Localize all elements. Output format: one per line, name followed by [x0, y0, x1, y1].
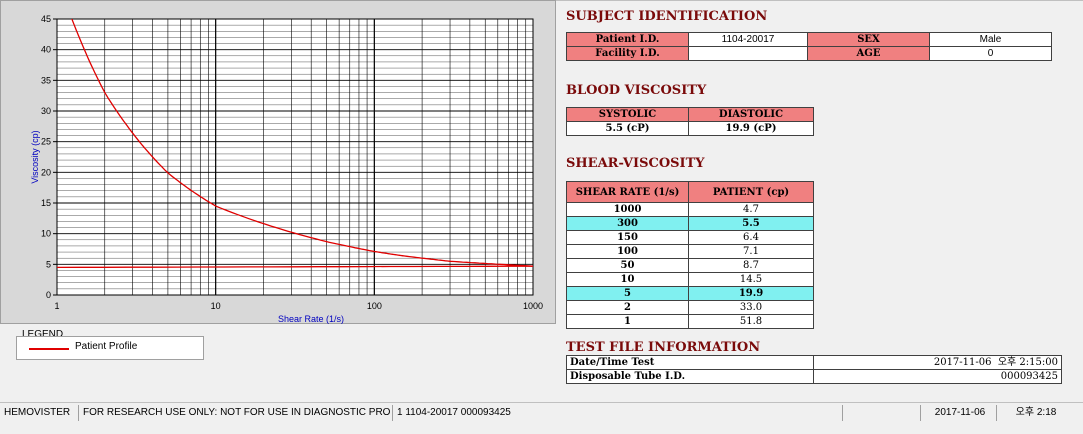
facility-id-label: Facility I.D. — [566, 46, 689, 61]
data-point — [449, 260, 451, 262]
shear-rate-cell: 300 — [566, 216, 689, 231]
shear-rate-cell: 1000 — [566, 202, 689, 217]
shear-row: 300 5.5 — [566, 216, 814, 231]
subject-table: Patient I.D. 1104-20017 SEX Male Facilit… — [566, 32, 1052, 61]
x-tick-label: 1000 — [523, 301, 543, 311]
y-tick-label: 10 — [41, 229, 51, 239]
systolic-value: 5.5 (cP) — [566, 121, 689, 136]
status-record: 1 1104-20017 000093425 — [392, 405, 841, 421]
data-point — [215, 205, 217, 207]
data-point — [57, 266, 58, 268]
shear-rate-cell: 50 — [566, 258, 689, 273]
x-tick-label: 10 — [211, 301, 221, 311]
shear-rate-cell: 10 — [566, 272, 689, 287]
sex-label: SEX — [807, 32, 930, 47]
shear-viscosity-table: SHEAR RATE (1/s) PATIENT (cp) 1000 4.7 300… — [566, 181, 814, 329]
y-tick-label: 5 — [46, 259, 51, 269]
legend-label: Patient Profile — [75, 341, 138, 352]
shear-rate-cell: 5 — [566, 286, 689, 301]
data-point — [401, 255, 403, 257]
shear-row: 100 7.1 — [566, 244, 814, 259]
patient-value-cell: 6.4 — [688, 230, 814, 245]
blood-viscosity-table: SYSTOLIC DIASTOLIC 5.5 (cP) 19.9 (cP) — [566, 107, 814, 136]
y-tick-label: 30 — [41, 106, 51, 116]
data-point — [167, 172, 169, 174]
legend-swatch — [29, 348, 69, 350]
systolic-label: SYSTOLIC — [566, 107, 689, 122]
status-date: 2017-11-06 — [920, 405, 995, 421]
status-bar: HEMOVISTER FOR RESEARCH USE ONLY: NOT FO… — [0, 402, 1083, 423]
blood-viscosity-title: BLOOD VISCOSITY — [566, 83, 707, 98]
patient-id-label: Patient I.D. — [566, 32, 689, 47]
patient-value-cell: 4.7 — [688, 202, 814, 217]
shear-rate-cell: 1 — [566, 314, 689, 329]
test-file-table: Date/Time Test 2017-11-06 오후 2:15:00 Dis… — [566, 355, 1062, 384]
y-tick-label: 0 — [46, 290, 51, 300]
viscosity-chart: 0 5 10 15 20 25 30 35 40 45 1 10 100 1000 Shear Rate (… — [30, 14, 543, 324]
shear-rate-cell: 100 — [566, 244, 689, 259]
patient-value-cell: 19.9 — [688, 286, 814, 301]
status-app-name: HEMOVISTER — [4, 407, 71, 418]
diastolic-value: 19.9 (cP) — [688, 121, 814, 136]
patient-cp-header: PATIENT (cp) — [688, 181, 814, 203]
shear-row: 10 14.5 — [566, 272, 814, 287]
facility-id-value — [688, 46, 808, 61]
y-tick-label: 35 — [41, 75, 51, 85]
viscosity-chart-panel: 0 5 10 15 20 25 30 35 40 45 1 10 100 1000 Shear Rate (… — [0, 0, 556, 324]
shear-row: 50 8.7 — [566, 258, 814, 273]
status-empty — [842, 405, 919, 421]
data-point — [532, 265, 533, 267]
y-axis-label: Viscosity (cp) — [30, 130, 40, 183]
y-tick-label: 40 — [41, 45, 51, 55]
age-value: 0 — [929, 46, 1052, 61]
x-axis-label: Shear Rate (1/s) — [278, 314, 344, 324]
tube-id-label: Disposable Tube I.D. — [566, 369, 814, 384]
datetime-value: 2017-11-06 오후 2:15:00 — [813, 355, 1062, 370]
diastolic-label: DIASTOLIC — [688, 107, 814, 122]
patient-value-cell: 8.7 — [688, 258, 814, 273]
x-tick-label: 100 — [367, 301, 382, 311]
patient-value-cell: 51.8 — [688, 314, 814, 329]
legend-title: LEGEND — [20, 329, 66, 340]
shear-row: 2 33.0 — [566, 300, 814, 315]
shear-rate-header: SHEAR RATE (1/s) — [566, 181, 689, 203]
data-point — [104, 92, 106, 94]
patient-id-value: 1104-20017 — [688, 32, 808, 47]
shear-rate-cell: 150 — [566, 230, 689, 245]
patient-value-cell: 14.5 — [688, 272, 814, 287]
age-label: AGE — [807, 46, 930, 61]
shear-row: 5 19.9 — [566, 286, 814, 301]
datetime-label: Date/Time Test — [566, 355, 814, 370]
data-point — [373, 250, 375, 253]
patient-value-cell: 5.5 — [688, 216, 814, 231]
plot-area — [56, 18, 534, 296]
test-file-title: TEST FILE INFORMATION — [566, 340, 761, 355]
y-tick-label: 45 — [41, 14, 51, 24]
shear-row: 1000 4.7 — [566, 202, 814, 217]
shear-rate-cell: 2 — [566, 300, 689, 315]
baseline-line — [57, 265, 533, 269]
tube-id-value: 000093425 — [813, 369, 1062, 384]
y-tick-label: 20 — [41, 167, 51, 177]
shear-row: 150 6.4 — [566, 230, 814, 245]
legend-box: Patient Profile — [16, 336, 204, 360]
patient-value-cell: 33.0 — [688, 300, 814, 315]
sex-value: Male — [929, 32, 1052, 47]
status-notice: FOR RESEARCH USE ONLY: NOT FOR USE IN DI… — [78, 405, 391, 421]
y-tick-label: 25 — [41, 137, 51, 147]
status-time: 오후 2:18 — [996, 405, 1071, 421]
shear-viscosity-title: SHEAR-VISCOSITY — [566, 156, 705, 171]
y-tick-label: 15 — [41, 198, 51, 208]
shear-row: 1 51.8 — [566, 314, 814, 329]
x-tick-label: 1 — [54, 301, 59, 311]
patient-value-cell: 7.1 — [688, 244, 814, 259]
subject-title: SUBJECT IDENTIFICATION — [566, 9, 768, 24]
data-point — [325, 241, 328, 243]
